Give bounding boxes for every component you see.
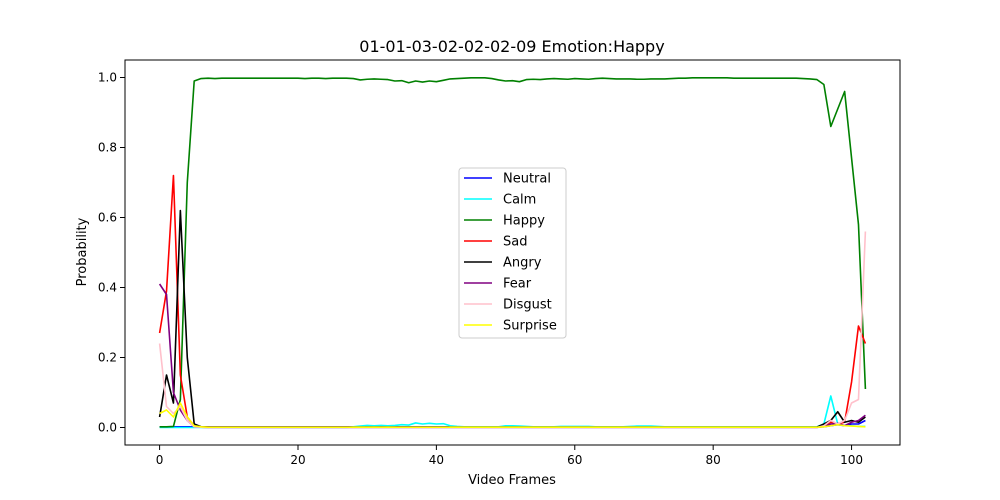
x-axis-label: Video Frames: [468, 473, 556, 488]
y-axis-label: Probability: [75, 217, 90, 286]
series-layer: [158, 77, 867, 429]
y-tick-label: 0.0: [98, 421, 117, 435]
legend-label-fear: Fear: [503, 277, 532, 292]
x-tick-label: 0: [156, 453, 164, 467]
y-tick-label: 1.0: [98, 71, 117, 85]
y-tick-label: 0.2: [98, 351, 117, 365]
plot-frame: [124, 59, 901, 446]
y-axis: 0.0 0.2 0.4 0.6 0.8 1.0: [98, 71, 125, 435]
legend-label-sad: Sad: [503, 235, 527, 250]
series-line-surprise: [159, 402, 866, 428]
x-tick-label: 60: [567, 453, 582, 467]
x-tick-label: 100: [840, 453, 863, 467]
legend-label-calm: Calm: [503, 193, 536, 208]
y-tick-label: 0.8: [98, 141, 117, 155]
series-line-happy: [159, 77, 867, 428]
legend-label-angry: Angry: [503, 256, 542, 271]
legend-label-neutral: Neutral: [503, 172, 551, 187]
chart-title: 01-01-03-02-02-02-09 Emotion:Happy: [359, 37, 664, 56]
legend-box: [458, 167, 567, 339]
legend-label-surprise: Surprise: [503, 319, 557, 334]
x-tick-label: 40: [429, 453, 444, 467]
x-tick-label: 20: [290, 453, 305, 467]
y-tick-label: 0.6: [98, 211, 117, 225]
x-axis: 0 20 40 60 80 100: [156, 445, 863, 467]
x-tick-label: 80: [706, 453, 721, 467]
legend-label-disgust: Disgust: [503, 298, 552, 313]
legend: Neutral Calm Happy Sad Angry Fear Disgust Surpr…: [458, 167, 567, 339]
y-tick-label: 0.4: [98, 281, 117, 295]
legend-label-happy: Happy: [503, 214, 545, 229]
